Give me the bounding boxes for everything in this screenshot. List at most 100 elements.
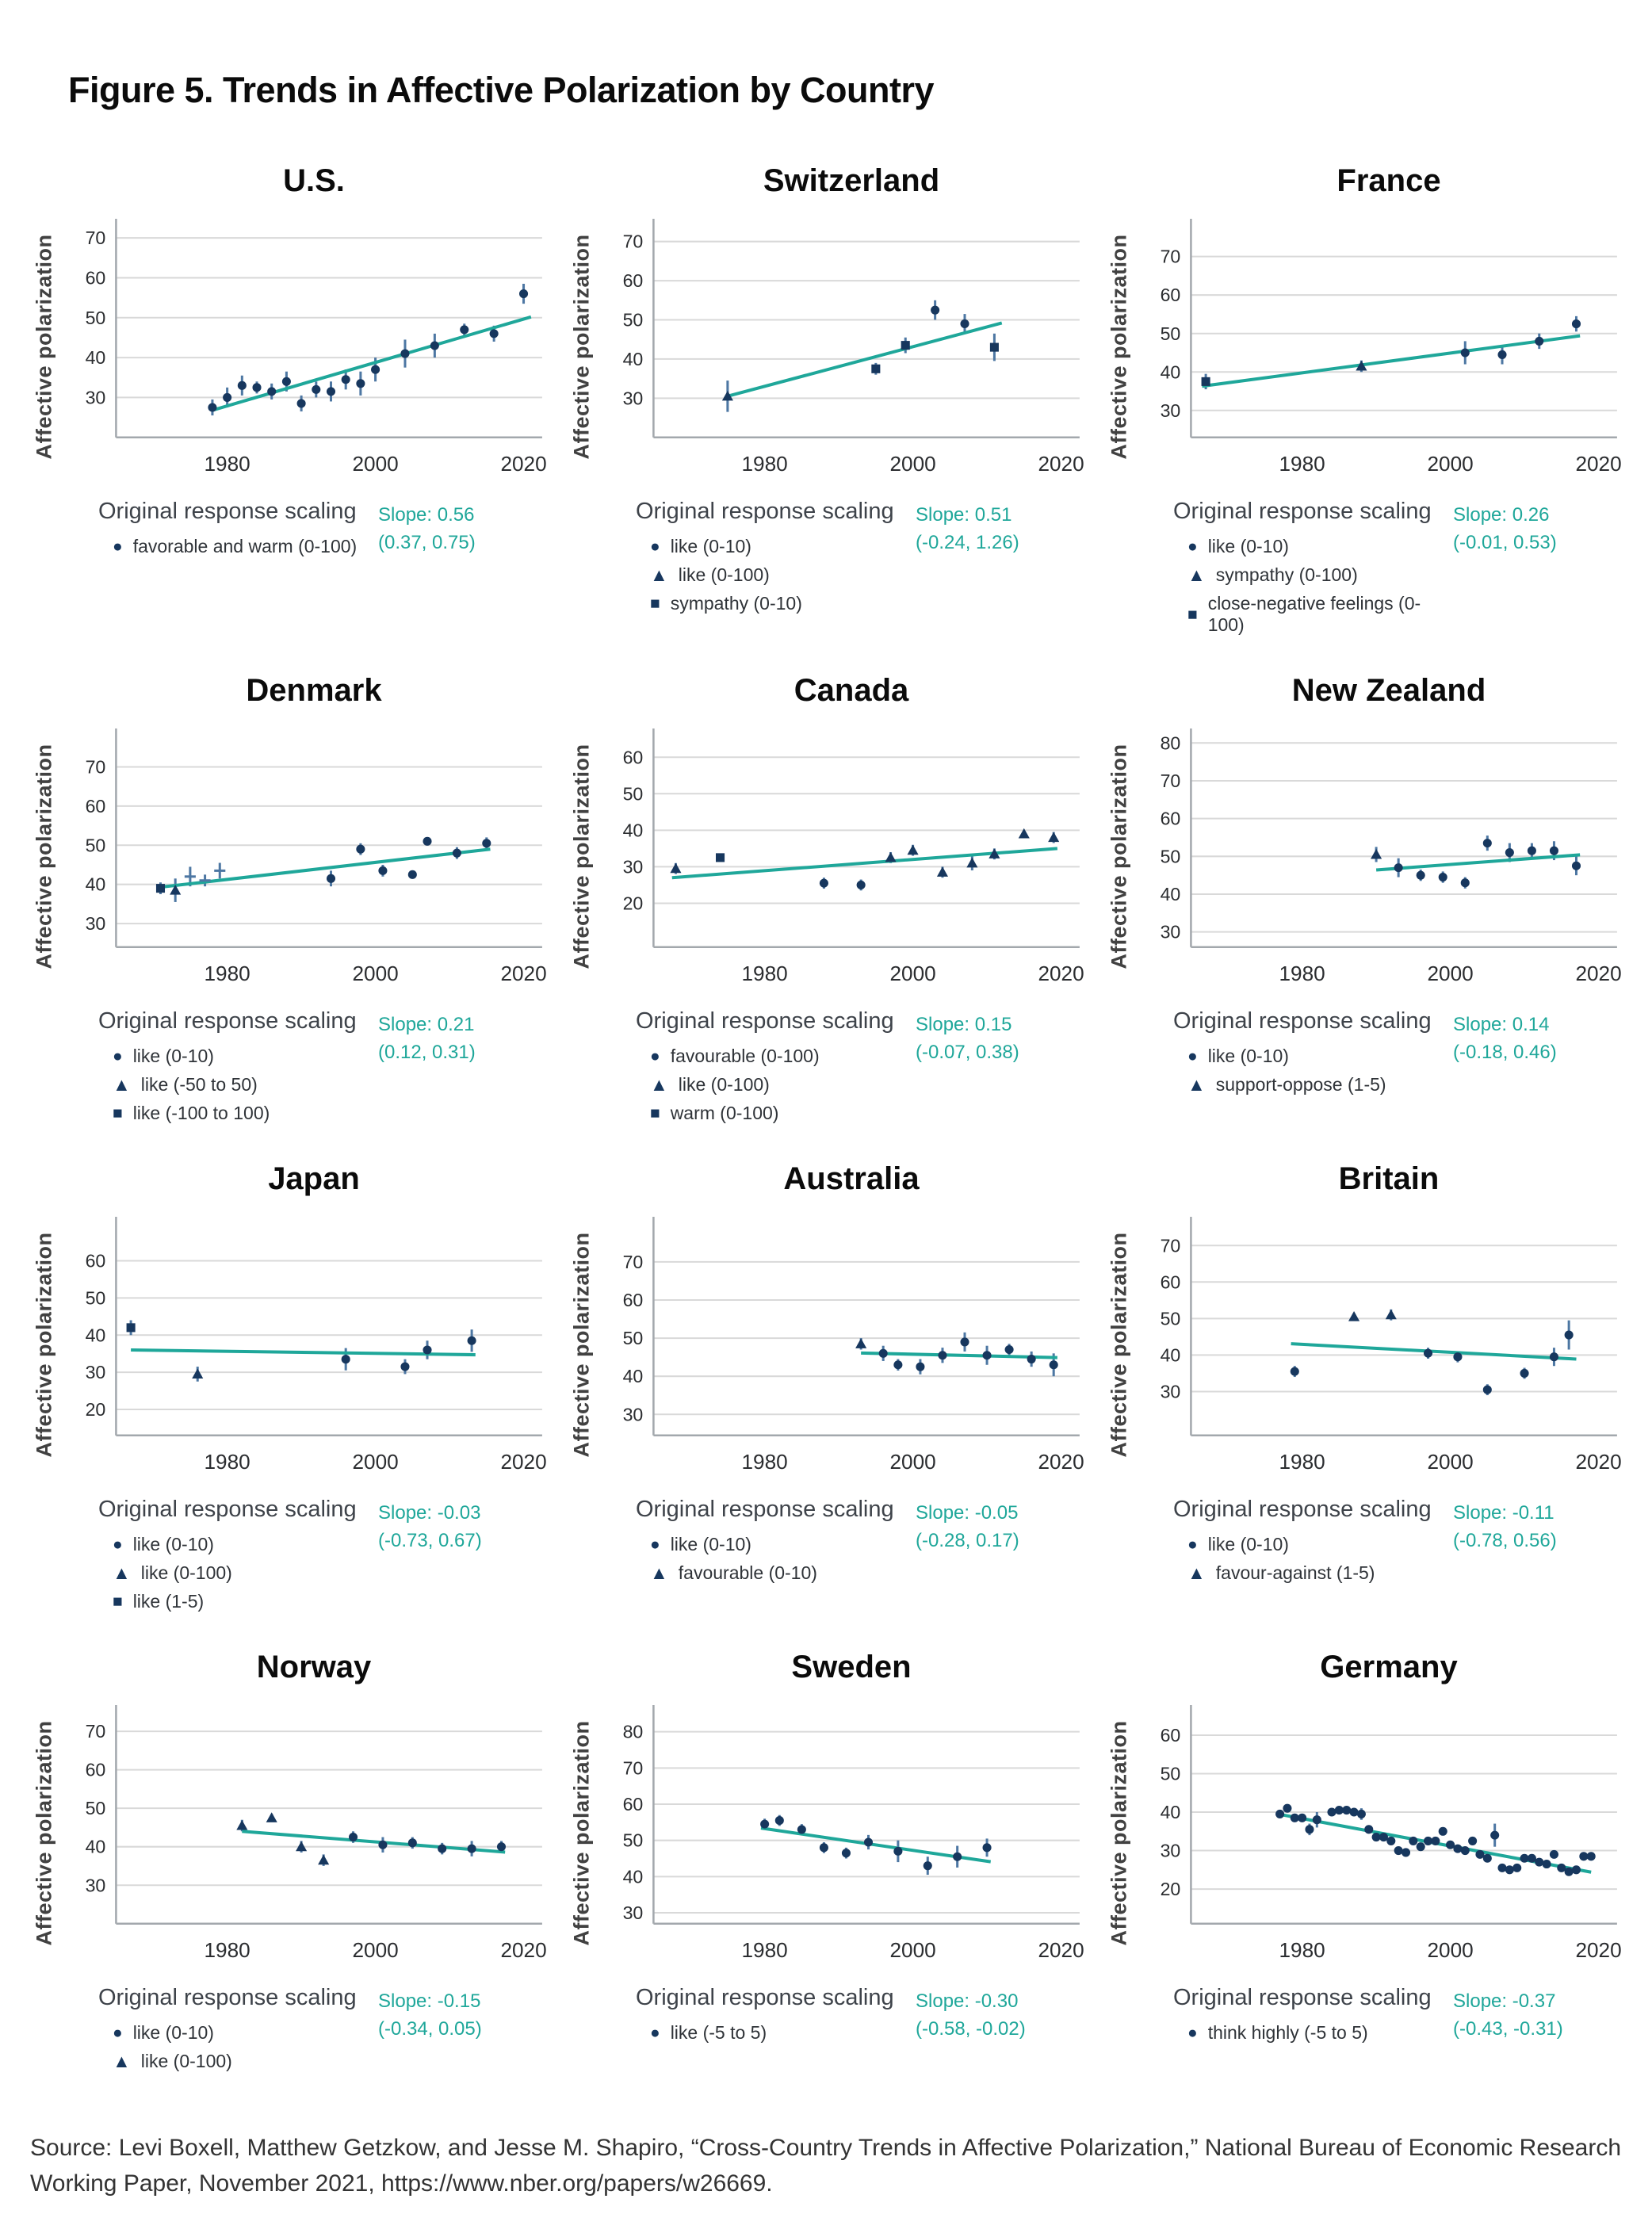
x-tick-label: 2020 [1575,1938,1621,1962]
legend-row: Original response scaling ● like (0-10) ▲ s… [1097,1008,1635,1103]
data-point [1201,377,1210,387]
y-axis-label-wrap: Affective polarization [1097,720,1141,992]
legend-item: ● like (0-10) [113,2022,357,2044]
data-point [1290,1813,1299,1822]
triangle-marker-icon: ▲ [113,1074,131,1096]
chart-row: Affective polarization 30 40 50 60 70 1980 200… [22,210,560,483]
x-tick-label: 1980 [1279,452,1325,476]
legend-heading: Original response scaling [1173,1008,1432,1034]
y-tick-label: 60 [1161,1271,1181,1292]
data-point [1327,1807,1337,1817]
data-point [1312,1815,1321,1825]
trend-line [1202,334,1581,388]
panel-title: Switzerland [763,163,940,199]
data-point [1275,1810,1285,1819]
legend-label: like (-100 to 100) [132,1103,270,1124]
circle-marker-icon: ● [1187,1047,1198,1066]
legend-label: favorable and warm (0-100) [132,536,358,557]
data-point [1535,337,1544,346]
data-point [989,342,999,352]
data-point [1505,848,1514,858]
panel-title: Britain [1338,1161,1440,1197]
x-tick-label: 1980 [742,452,788,476]
legend-item: ▲ like (0-100) [113,1562,357,1584]
y-tick-label: 30 [86,913,106,934]
data-point [1482,1385,1492,1394]
data-point [1475,1849,1485,1860]
data-point [989,848,1000,858]
y-axis-label-wrap: Affective polarization [560,1696,604,1969]
panel-switzerland: Switzerland Affective polarization 30 40 5… [560,163,1097,643]
legend: Original response scaling ● like (0-10) ▲ l… [98,1985,357,2079]
legend-row: Original response scaling ● think highly … [1097,1985,1635,2051]
y-tick-label: 60 [623,270,644,291]
data-point [452,848,461,858]
legend-item: ● like (0-10) [1187,1534,1432,1555]
slope-confidence-interval: (-0.78, 0.56) [1453,1529,1557,1551]
legend-heading: Original response scaling [636,1008,894,1034]
chart-svg: 30 40 50 60 70 1980 2000 2020 [86,1705,547,1962]
slope-annotation: Slope: -0.03 (-0.73, 0.67) [378,1497,549,1619]
legend: Original response scaling ● favourable (0… [636,1008,894,1131]
slope-confidence-interval: (0.12, 0.31) [378,1041,476,1063]
x-tick-label: 1980 [1279,1450,1325,1474]
legend-items: ● think highly (-5 to 5) [1173,2022,1432,2044]
legend-item: ▲ like (-50 to 50) [113,1074,357,1096]
data-point [1438,873,1447,882]
legend-items: ● like (0-10) ▲ like (0-100) ■ like (1-5) [98,1534,357,1612]
y-tick-label: 60 [623,1794,644,1814]
y-tick-label: 40 [1161,884,1181,904]
legend-row: Original response scaling ● like (0-10) ▲ s… [1097,499,1635,643]
legend-item: ■ sympathy (0-10) [650,593,894,614]
x-tick-label: 2000 [1427,1938,1473,1962]
legend-label: like (0-10) [1207,1046,1289,1067]
slope-value: Slope: -0.37 [1453,1990,1556,2013]
y-tick-label: 50 [623,1328,644,1348]
y-tick-label: 50 [86,1798,106,1818]
data-point [982,1351,992,1360]
data-point [670,862,682,874]
trend-line [242,1830,506,1854]
y-axis-label-wrap: Affective polarization [22,720,67,992]
data-point [885,851,897,862]
slope-value: Slope: -0.15 [378,1990,481,2013]
y-tick-label: 60 [1161,809,1181,829]
y-axis-label-wrap: Affective polarization [560,210,604,483]
slope-value: Slope: -0.30 [916,1990,1019,2013]
x-tick-label: 1980 [205,452,250,476]
y-tick-label: 50 [623,783,644,804]
data-point [1416,870,1425,880]
x-tick-label: 2020 [500,962,546,985]
data-point [192,1368,204,1379]
legend-item: ● think highly (-5 to 5) [1187,2022,1432,2044]
y-tick-label: 30 [86,1362,106,1382]
square-marker-icon: ■ [650,595,660,614]
data-point [1482,1853,1492,1863]
data-point [1356,1810,1366,1819]
legend-items: ● like (0-10) ▲ support-oppose (1-5) [1173,1046,1432,1096]
data-point [1356,361,1367,371]
data-point [489,329,499,338]
y-tick-label: 40 [623,1867,644,1887]
chart-row: Affective polarization 30 40 50 60 70 1980 200… [560,210,1097,483]
legend-label: like (0-10) [1207,1534,1289,1555]
data-point [1505,1865,1514,1875]
x-tick-label: 1980 [742,1938,788,1962]
y-axis-label: Affective polarization [32,744,56,969]
y-tick-label: 30 [623,1404,644,1424]
y-tick-label: 30 [1161,1382,1181,1402]
slope-value: Slope: -0.11 [1453,1502,1554,1524]
x-tick-label: 2020 [500,452,546,476]
legend-label: like (-5 to 5) [670,2022,767,2044]
y-tick-label: 80 [1161,732,1181,753]
y-axis-label: Affective polarization [32,1232,56,1458]
chart-svg: 30 40 50 60 70 1980 2000 2020 [86,728,547,985]
slope-value: Slope: 0.14 [1453,1014,1550,1036]
legend-item: ■ close-negative feelings (0-100) [1187,593,1453,636]
legend-label: like (0-100) [678,564,770,586]
circle-marker-icon: ● [1187,2024,1198,2043]
y-tick-label: 50 [623,310,644,331]
slope-confidence-interval: (0.37, 0.75) [378,531,476,553]
data-point [1379,1833,1388,1842]
slope-confidence-interval: (-0.07, 0.38) [916,1041,1019,1063]
